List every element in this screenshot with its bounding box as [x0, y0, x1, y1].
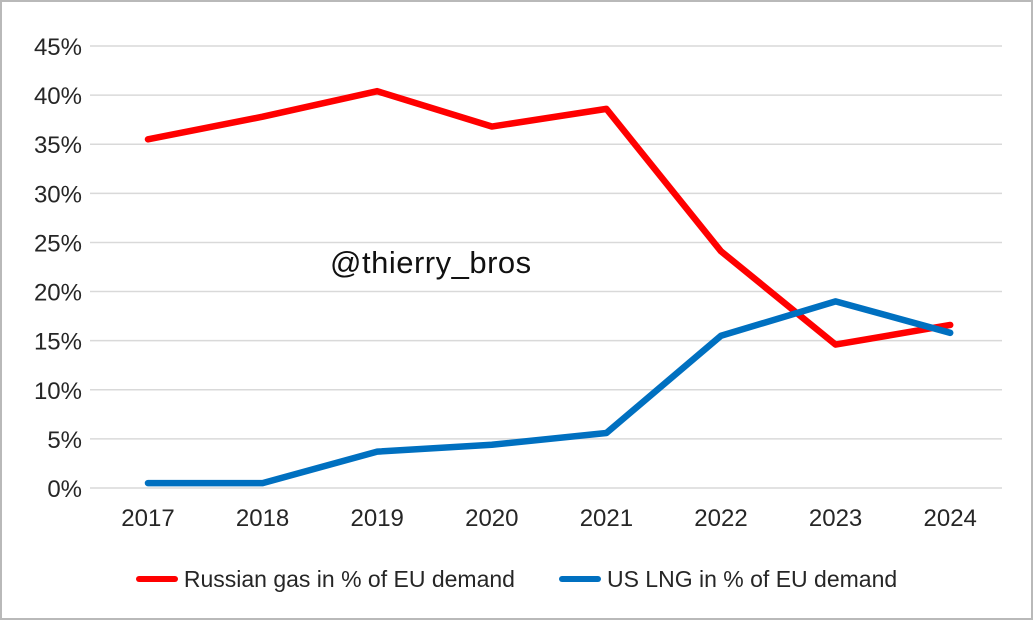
x-tick-label: 2023: [809, 505, 862, 532]
x-tick-label: 2017: [121, 505, 174, 532]
chart-legend: Russian gas in % of EU demand US LNG in %…: [2, 560, 1031, 598]
legend-swatch-russian-gas-in-of-eu-demand: [135, 576, 178, 582]
y-tick-label: 5%: [47, 427, 82, 454]
y-tick-label: 40%: [34, 83, 82, 110]
y-tick-label: 30%: [34, 181, 82, 208]
series-line-russian-gas-in-of-eu-demand: [144, 87, 954, 348]
legend-item-russian-gas-in-of-eu-demand: Russian gas in % of EU demand: [135, 565, 515, 593]
x-tick-label: 2018: [236, 505, 289, 532]
x-tick-label: 2020: [465, 505, 518, 532]
y-tick-label: 20%: [34, 280, 82, 307]
x-tick-label: 2019: [351, 505, 404, 532]
legend-swatch-us-lng-in-of-eu-demand: [558, 576, 601, 582]
x-tick-label: 2022: [694, 505, 747, 532]
y-tick-label: 0%: [47, 476, 82, 503]
y-tick-label: 45%: [34, 34, 82, 61]
series-line-us-lng-in-of-eu-demand: [144, 298, 954, 487]
y-tick-label: 10%: [34, 378, 82, 405]
y-tick-label: 35%: [34, 132, 82, 159]
y-tick-label: 15%: [34, 329, 82, 356]
legend-label-us-lng-in-of-eu-demand: US LNG in % of EU demand: [606, 565, 898, 592]
y-tick-label: 25%: [34, 230, 82, 257]
x-tick-label: 2024: [924, 505, 977, 532]
legend-label-russian-gas-in-of-eu-demand: Russian gas in % of EU demand: [183, 565, 515, 592]
x-tick-label: 2021: [580, 505, 633, 532]
watermark-text: @thierry_bros: [330, 245, 532, 280]
legend-item-us-lng-in-of-eu-demand: US LNG in % of EU demand: [558, 565, 898, 593]
line-chart-plot-area: 0% 5% 10% 15% 20% 25% 30% 35% 40% 45% 2017 2018 2019…: [34, 34, 1002, 532]
